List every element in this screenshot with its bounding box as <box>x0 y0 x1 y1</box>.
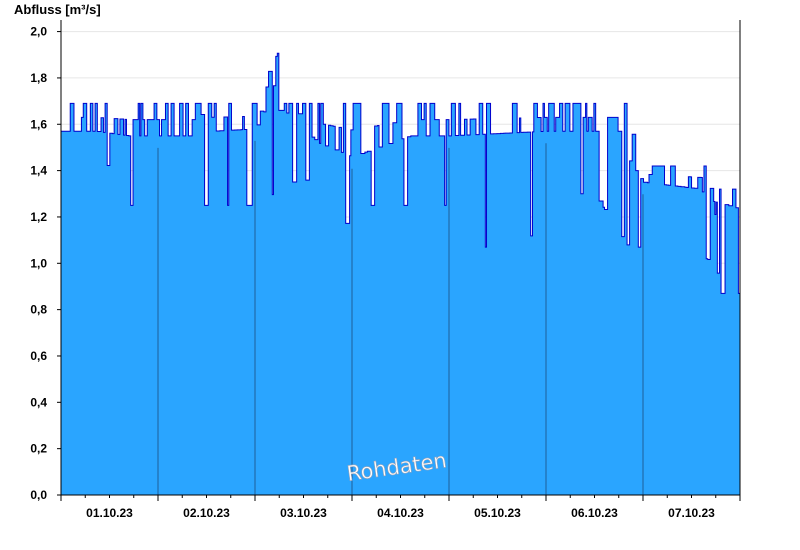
y-axis-label: Abfluss [m³/s] <box>14 2 101 17</box>
x-tick-label: 05.10.23 <box>474 506 521 520</box>
y-tick-label: 1,2 <box>30 210 47 224</box>
y-tick-label: 1,8 <box>30 71 47 85</box>
y-tick-label: 0,2 <box>30 442 47 456</box>
y-tick-label: 2,0 <box>30 25 47 39</box>
x-tick-label: 03.10.23 <box>280 506 327 520</box>
y-tick-label: 1,6 <box>30 117 47 131</box>
discharge-fill <box>61 53 740 496</box>
x-tick-label: 04.10.23 <box>377 506 424 520</box>
x-axis-ticks: 01.10.23 02.10.23 03.10.23 04.10.23 05.10.23… <box>60 495 741 520</box>
x-tick-label: 06.10.23 <box>571 506 618 520</box>
y-tick-label: 0,6 <box>30 349 47 363</box>
y-tick-label: 1,0 <box>30 256 47 270</box>
day-separators <box>157 140 644 495</box>
discharge-line <box>61 52 740 294</box>
x-tick-label: 02.10.23 <box>183 506 230 520</box>
y-axis-ticks: 0,0 0,2 0,4 0,6 0,8 1,0 1,2 1,4 1,6 1,8 2,0 <box>30 25 61 502</box>
x-tick-label: 01.10.23 <box>86 506 133 520</box>
y-tick-label: 0,0 <box>30 488 47 502</box>
y-tick-label: 1,4 <box>30 164 47 178</box>
y-tick-label: 0,8 <box>30 303 47 317</box>
discharge-area <box>61 52 740 496</box>
x-tick-label: 07.10.23 <box>668 506 715 520</box>
y-tick-label: 0,4 <box>30 395 47 409</box>
